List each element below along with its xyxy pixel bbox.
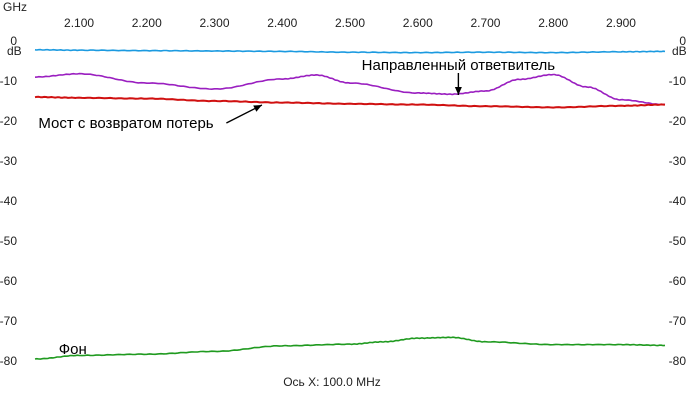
annotation-arrow-head (253, 105, 262, 112)
y-tick-label-left: -60 (0, 274, 17, 288)
y-tick-label-left: -20 (0, 114, 17, 128)
y-tick-label-right: -60 (669, 274, 687, 288)
y-tick-labels-left: 0 -10 -20 -30 -40 -50 -60 -70 -80 (0, 34, 17, 368)
y-tick-label-left: -40 (0, 194, 17, 208)
y-tick-label-right: -10 (669, 74, 687, 88)
series-line-noise (34, 336, 666, 360)
annotation-label: Направленный ответвитель (362, 57, 556, 74)
y-tick-label-left: -50 (0, 234, 17, 248)
y-unit-label-left: dB (7, 44, 22, 58)
y-tick-label-right: -40 (669, 194, 687, 208)
y-tick-label-left: -80 (0, 354, 17, 368)
x-unit-label: GHz (3, 0, 27, 14)
annotation-label: Мост с возвратом потерь (38, 115, 213, 132)
y-tick-label-left: -10 (0, 74, 17, 88)
y-tick-label-right: -30 (669, 154, 687, 168)
x-tick-label: 2.100 (64, 16, 94, 30)
y-unit-label-right: dB (672, 44, 687, 58)
y-tick-label-left: 0 (10, 34, 17, 48)
x-tick-labels: 2.100 2.200 2.300 2.400 2.500 2.600 2.700 2.800… (64, 16, 636, 30)
x-tick-label: 2.700 (470, 16, 500, 30)
x-axis-note: Ось X: 100.0 MHz (283, 375, 381, 389)
y-tick-label-right: -70 (669, 314, 687, 328)
annotation-layer: Направленный ответвитель Мост с возвратом… (38, 57, 555, 358)
y-tick-label-left: -30 (0, 154, 17, 168)
y-tick-label-right: -20 (669, 114, 687, 128)
y-tick-label-right: 0 (679, 34, 686, 48)
annotation-arrow-head (454, 87, 462, 95)
series-line-coupler (34, 72, 666, 106)
x-tick-label: 2.600 (403, 16, 433, 30)
x-tick-label: 2.500 (335, 16, 365, 30)
x-tick-label: 2.400 (267, 16, 297, 30)
x-tick-label: 2.800 (538, 16, 568, 30)
y-tick-label-left: -70 (0, 314, 17, 328)
x-tick-label: 2.900 (606, 16, 636, 30)
y-tick-label-right: -50 (669, 234, 687, 248)
y-tick-label-right: -80 (669, 354, 687, 368)
annotation-label: Фон (59, 341, 87, 358)
x-tick-label: 2.200 (132, 16, 162, 30)
series-line-bridge (34, 95, 665, 109)
series-layer (34, 48, 666, 360)
x-tick-label: 2.300 (200, 16, 230, 30)
y-tick-labels-right: 0 -10 -20 -30 -40 -50 -60 -70 -80 (669, 34, 687, 368)
series-line-top (34, 48, 666, 54)
